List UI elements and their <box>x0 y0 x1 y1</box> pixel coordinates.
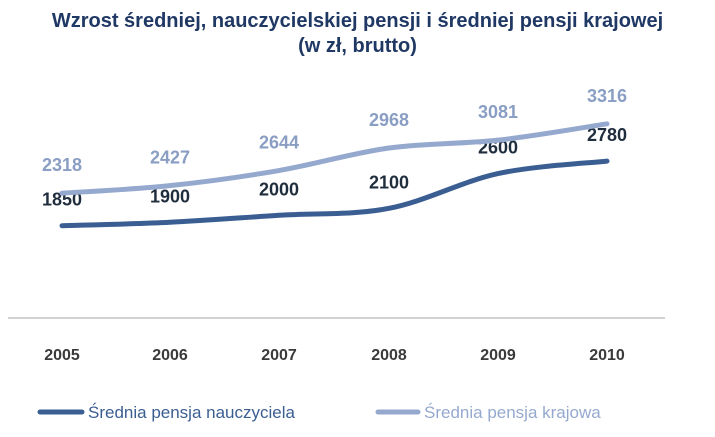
data-label: 2000 <box>259 179 299 199</box>
data-label: 2644 <box>259 133 299 153</box>
data-label: 3081 <box>478 102 518 122</box>
x-tick-label: 2007 <box>261 347 297 364</box>
x-tick-label: 2010 <box>589 347 625 364</box>
data-label: 2780 <box>587 125 627 145</box>
data-label: 2318 <box>42 155 82 175</box>
data-label: 3316 <box>587 86 627 106</box>
legend-label: Średnia pensja krajowa <box>424 403 601 422</box>
legend-label: Średnia pensja nauczyciela <box>88 403 296 422</box>
x-tick-label: 2008 <box>371 347 407 364</box>
x-tick-label: 2009 <box>480 347 516 364</box>
chart-subtitle: (w zł, brutto) <box>298 35 417 57</box>
series-line <box>59 121 610 196</box>
series-line <box>59 158 610 229</box>
chart-title: Wzrost średniej, nauczycielskiej pensji … <box>51 10 664 32</box>
data-label: 1900 <box>150 186 190 206</box>
data-label: 2100 <box>369 172 409 192</box>
x-tick-label: 2005 <box>44 347 80 364</box>
x-tick-label: 2006 <box>152 347 188 364</box>
data-label: 2427 <box>150 148 190 168</box>
data-label: 2968 <box>369 110 409 130</box>
